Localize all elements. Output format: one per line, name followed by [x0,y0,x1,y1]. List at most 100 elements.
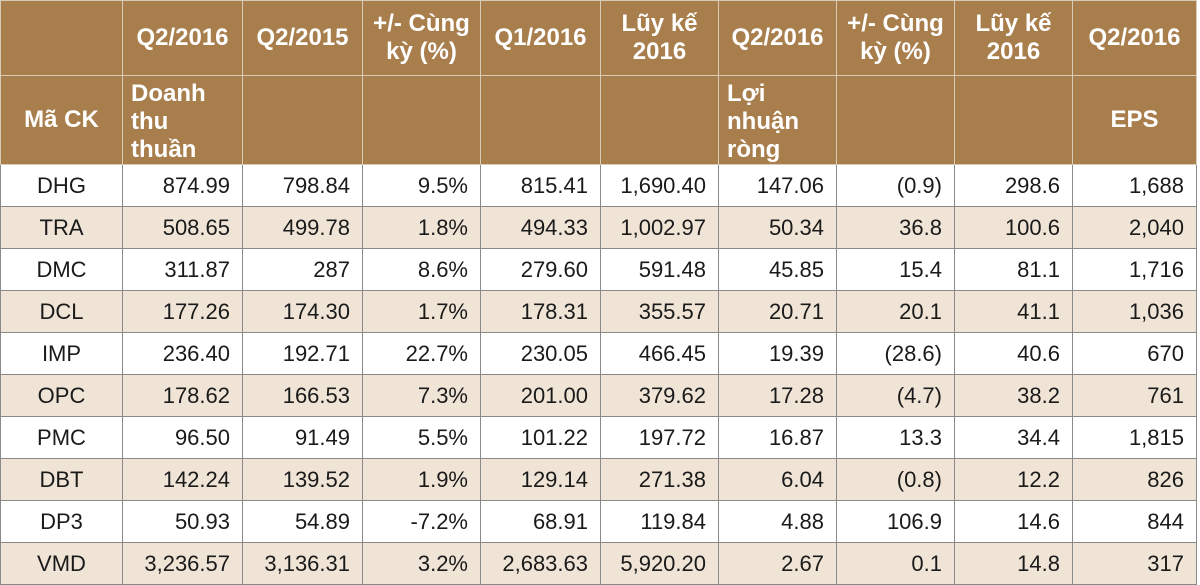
table-row: VMD 3,236.57 3,136.31 3.2% 2,683.63 5,920.20 2… [0,542,1197,585]
header-yoy-revenue: +/- Cùng kỳ (%) [362,0,481,76]
stock-code-cell: PMC [0,416,123,459]
value-cell: 815.41 [480,164,601,207]
value-cell: 5,920.20 [600,542,719,585]
value-cell: 508.65 [122,206,243,249]
value-cell: 3,136.31 [242,542,363,585]
value-cell: 271.38 [600,458,719,501]
value-cell: 166.53 [242,374,363,417]
header-empty-cell [600,75,719,165]
value-cell: 5.5% [362,416,481,459]
table-row: DBT 142.24 139.52 1.9% 129.14 271.38 6.04 (0.8)… [0,458,1197,501]
value-cell: 178.62 [122,374,243,417]
value-cell: 36.8 [836,206,955,249]
stock-code-cell: DHG [0,164,123,207]
value-cell: 50.93 [122,500,243,543]
value-cell: (0.9) [836,164,955,207]
value-cell: 50.34 [718,206,837,249]
value-cell: 287 [242,248,363,291]
value-cell: 1.7% [362,290,481,333]
value-cell: 2,683.63 [480,542,601,585]
value-cell: 7.3% [362,374,481,417]
header-ytd-2016-profit: Lũy kế 2016 [954,0,1073,76]
value-cell: 2,040 [1072,206,1197,249]
stock-code-cell: TRA [0,206,123,249]
value-cell: 91.49 [242,416,363,459]
value-cell: 494.33 [480,206,601,249]
value-cell: 101.22 [480,416,601,459]
value-cell: 16.87 [718,416,837,459]
value-cell: 1,716 [1072,248,1197,291]
table-row: DCL 177.26 174.30 1.7% 178.31 355.57 20.71 20.1… [0,290,1197,333]
value-cell: 177.26 [122,290,243,333]
value-cell: 201.00 [480,374,601,417]
value-cell: 192.71 [242,332,363,375]
value-cell: 844 [1072,500,1197,543]
value-cell: 45.85 [718,248,837,291]
header-yoy-profit: +/- Cùng kỳ (%) [836,0,955,76]
stock-code-cell: IMP [0,332,123,375]
value-cell: 236.40 [122,332,243,375]
value-cell: 40.6 [954,332,1073,375]
value-cell: 1,690.40 [600,164,719,207]
header-q2-2016-revenue: Q2/2016 [122,0,243,76]
value-cell: 100.6 [954,206,1073,249]
stock-code-cell: OPC [0,374,123,417]
value-cell: 798.84 [242,164,363,207]
header-empty-cell [480,75,601,165]
value-cell: 591.48 [600,248,719,291]
header-q2-2015-revenue: Q2/2015 [242,0,363,76]
value-cell: 466.45 [600,332,719,375]
value-cell: 129.14 [480,458,601,501]
value-cell: 4.88 [718,500,837,543]
stock-code-cell: DBT [0,458,123,501]
header-q2-2016-eps: Q2/2016 [1072,0,1197,76]
value-cell: 38.2 [954,374,1073,417]
value-cell: (0.8) [836,458,955,501]
value-cell: 41.1 [954,290,1073,333]
value-cell: 279.60 [480,248,601,291]
stock-code-cell: VMD [0,542,123,585]
header-cell-blank [0,0,123,76]
value-cell: 826 [1072,458,1197,501]
value-cell: 106.9 [836,500,955,543]
header-empty-cell [836,75,955,165]
value-cell: 3,236.57 [122,542,243,585]
value-cell: 355.57 [600,290,719,333]
value-cell: 68.91 [480,500,601,543]
table-row: TRA 508.65 499.78 1.8% 494.33 1,002.97 50.34 36… [0,206,1197,249]
table-row: IMP 236.40 192.71 22.7% 230.05 466.45 19.39 (28… [0,332,1197,375]
value-cell: 2.67 [718,542,837,585]
header-stock-code: Mã CK [0,75,123,165]
value-cell: 317 [1072,542,1197,585]
value-cell: 14.8 [954,542,1073,585]
value-cell: 499.78 [242,206,363,249]
table-row: PMC 96.50 91.49 5.5% 101.22 197.72 16.87 13.3 34… [0,416,1197,459]
header-row-periods: Q2/2016 Q2/2015 +/- Cùng kỳ (%) Q1/2016 … [0,0,1197,76]
value-cell: 197.72 [600,416,719,459]
value-cell: 178.31 [480,290,601,333]
value-cell: 9.5% [362,164,481,207]
table-row: OPC 178.62 166.53 7.3% 201.00 379.62 17.28 (4.7… [0,374,1197,417]
value-cell: (4.7) [836,374,955,417]
value-cell: 1,036 [1072,290,1197,333]
header-q1-2016-revenue: Q1/2016 [480,0,601,76]
value-cell: 1.8% [362,206,481,249]
value-cell: 119.84 [600,500,719,543]
value-cell: 8.6% [362,248,481,291]
value-cell: 81.1 [954,248,1073,291]
table-row: DP3 50.93 54.89 -7.2% 68.91 119.84 4.88 106.9 14… [0,500,1197,543]
value-cell: 19.39 [718,332,837,375]
table-row: DMC 311.87 287 8.6% 279.60 591.48 45.85 15.4 81.… [0,248,1197,291]
value-cell: 174.30 [242,290,363,333]
value-cell: 17.28 [718,374,837,417]
value-cell: 761 [1072,374,1197,417]
value-cell: 298.6 [954,164,1073,207]
value-cell: 6.04 [718,458,837,501]
value-cell: 1,002.97 [600,206,719,249]
header-eps: EPS [1072,75,1197,165]
value-cell: 13.3 [836,416,955,459]
value-cell: 12.2 [954,458,1073,501]
value-cell: 670 [1072,332,1197,375]
value-cell: 142.24 [122,458,243,501]
